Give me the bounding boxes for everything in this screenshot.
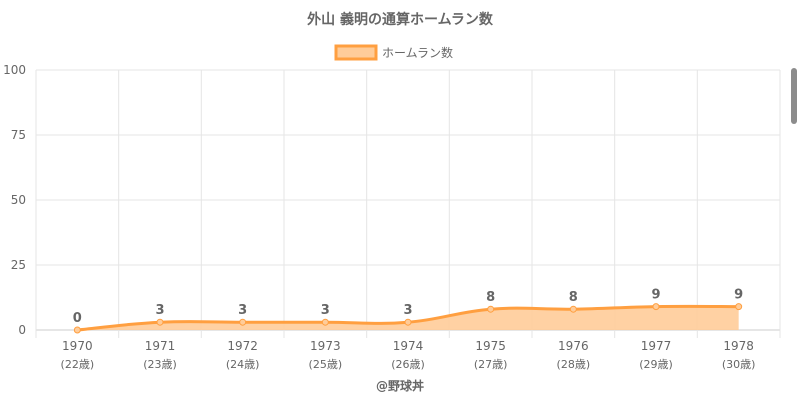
data-point[interactable] <box>239 318 247 326</box>
x-tick-sublabel: (26歳) <box>391 358 425 371</box>
x-tick-label: 1976 <box>558 339 589 353</box>
data-point[interactable] <box>321 318 329 326</box>
data-label: 3 <box>155 303 164 318</box>
x-tick-label: 1975 <box>475 339 506 353</box>
grid <box>35 69 781 338</box>
x-tick-label: 1971 <box>145 339 176 353</box>
data-points <box>73 303 743 334</box>
y-tick-label: 0 <box>18 323 26 337</box>
scrollbar-thumb[interactable] <box>791 68 797 124</box>
data-point[interactable] <box>569 305 577 313</box>
data-label: 8 <box>486 290 495 305</box>
x-tick-sublabel: (23歳) <box>143 358 177 371</box>
y-tick-label: 50 <box>11 193 26 207</box>
y-tick-label: 25 <box>11 258 26 272</box>
x-tick-label: 1977 <box>641 339 672 353</box>
chart-title: 外山 義明の通算ホームラン数 <box>307 11 494 28</box>
data-point[interactable] <box>404 318 412 326</box>
x-tick-label: 1973 <box>310 339 341 353</box>
x-tick-label: 1974 <box>393 339 424 353</box>
x-axis-ticks: 1970 (22歳) 1971 (23歳) 1972 (24歳) 1973 (25歳) 1974… <box>61 339 756 371</box>
watermark: @野球丼 <box>376 378 424 393</box>
x-tick-sublabel: (22歳) <box>61 358 95 371</box>
data-label: 9 <box>734 288 743 303</box>
y-tick-label: 75 <box>11 128 26 142</box>
data-point[interactable] <box>652 303 660 311</box>
data-label: 3 <box>321 303 330 318</box>
x-tick-sublabel: (25歳) <box>309 358 343 371</box>
data-point[interactable] <box>487 305 495 313</box>
data-label: 0 <box>73 311 82 326</box>
x-tick-label: 1970 <box>62 339 93 353</box>
data-label: 3 <box>403 303 412 318</box>
legend-swatch <box>334 44 378 61</box>
legend-label: ホームラン数 <box>382 45 453 60</box>
x-tick-sublabel: (29歳) <box>639 358 673 371</box>
y-tick-label: 100 <box>3 63 26 77</box>
x-tick-label: 1972 <box>227 339 258 353</box>
x-tick-sublabel: (30歳) <box>722 358 756 371</box>
x-tick-sublabel: (28歳) <box>557 358 591 371</box>
x-tick-sublabel: (27歳) <box>474 358 508 371</box>
x-tick-sublabel: (24歳) <box>226 358 260 371</box>
data-point[interactable] <box>156 318 164 326</box>
data-point[interactable] <box>735 303 743 311</box>
data-point[interactable] <box>73 326 81 334</box>
y-axis-ticks: 0 25 50 75 100 <box>3 63 26 337</box>
x-tick-label: 1978 <box>723 339 754 353</box>
legend[interactable]: ホームラン数 <box>334 44 453 61</box>
data-label: 9 <box>651 288 660 303</box>
data-label: 3 <box>238 303 247 318</box>
data-label: 8 <box>569 290 578 305</box>
data-labels: 0 3 3 3 3 8 8 9 9 <box>73 288 743 326</box>
